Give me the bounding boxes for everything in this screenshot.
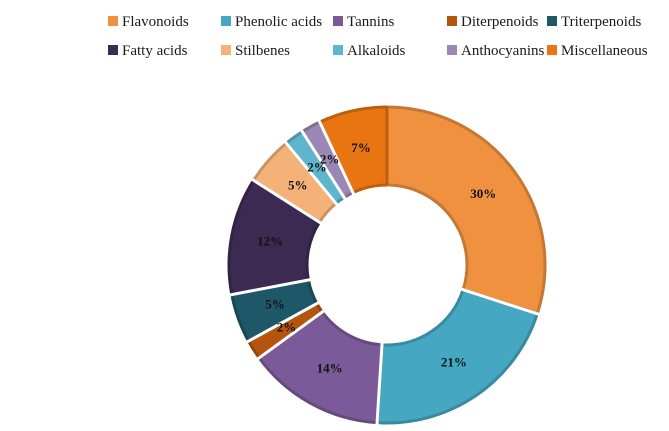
slice-miscellaneous — [318, 105, 389, 195]
legend-swatch-phenolic-acids — [221, 16, 231, 26]
slice-separator — [283, 140, 339, 206]
legend-item-tannins: Tannins — [333, 14, 394, 30]
legend-swatch-fatty-acids — [108, 45, 118, 55]
legend-item-anthocyanins: Anthocyanins — [447, 43, 544, 59]
legend-label-tannins: Tannins — [347, 14, 394, 30]
legend-swatch-diterpenoids — [447, 16, 457, 26]
data-label-phenolic-acids: 21% — [441, 354, 467, 369]
slice-phenolic-acids — [375, 288, 539, 425]
legend-item-stilbenes: Stilbenes — [221, 43, 290, 59]
legend-swatch-stilbenes — [221, 45, 231, 55]
legend-label-alkaloids: Alkaloids — [347, 43, 405, 59]
data-label-flavonoids: 30% — [470, 186, 496, 201]
legend-label-anthocyanins: Anthocyanins — [461, 43, 544, 59]
data-labels: 30%21%14%2%5%12%5%2%2%7% — [257, 140, 496, 375]
slice-separator — [256, 309, 325, 361]
legend-swatch-anthocyanins — [447, 45, 457, 55]
data-label-diterpenoids: 2% — [277, 320, 297, 335]
legend-swatch-flavonoids — [108, 16, 118, 26]
legend-item-alkaloids: Alkaloids — [333, 43, 405, 59]
legend-label-flavonoids: Flavonoids — [122, 14, 189, 30]
legend-label-phenolic-acids: Phenolic acids — [235, 14, 322, 30]
legend: Flavonoids Phenolic acids Tannins Diterpeno… — [108, 14, 648, 59]
data-label-alkaloids: 2% — [307, 160, 327, 175]
donut-slices — [227, 105, 547, 425]
legend-swatch-miscellaneous — [547, 45, 557, 55]
legend-label-triterpenoids: Triterpenoids — [561, 14, 641, 30]
legend-label-fatty-acids: Fatty acids — [122, 43, 188, 59]
legend-item-diterpenoids: Diterpenoids — [447, 14, 539, 30]
slice-separator — [375, 342, 384, 425]
slice-separator — [246, 301, 320, 344]
data-label-tannins: 14% — [317, 360, 343, 375]
legend-item-flavonoids: Flavonoids — [108, 14, 189, 30]
data-label-fatty-acids: 12% — [257, 234, 283, 249]
legend-swatch-tannins — [333, 16, 343, 26]
legend-item-miscellaneous: Miscellaneous — [547, 43, 648, 59]
legend-label-diterpenoids: Diterpenoids — [461, 14, 539, 30]
slice-separator — [251, 178, 322, 225]
legend-swatch-triterpenoids — [547, 16, 557, 26]
slice-flavonoids — [385, 105, 547, 316]
legend-item-phenolic-acids: Phenolic acids — [221, 14, 322, 30]
legend-item-triterpenoids: Triterpenoids — [547, 14, 641, 30]
data-label-miscellaneous: 7% — [351, 140, 371, 155]
slice-separator — [300, 129, 347, 200]
legend-item-fatty-acids: Fatty acids — [108, 43, 188, 59]
data-label-anthocyanins: 2% — [320, 152, 340, 167]
legend-label-miscellaneous: Miscellaneous — [561, 43, 648, 59]
slice-separator — [460, 287, 540, 316]
slice-separator — [229, 278, 311, 297]
legend-label-stilbenes: Stilbenes — [235, 43, 290, 59]
data-label-stilbenes: 5% — [288, 177, 308, 192]
legend-swatch-alkaloids — [333, 45, 343, 55]
data-label-triterpenoids: 5% — [265, 296, 285, 311]
slice-separator — [317, 119, 356, 196]
